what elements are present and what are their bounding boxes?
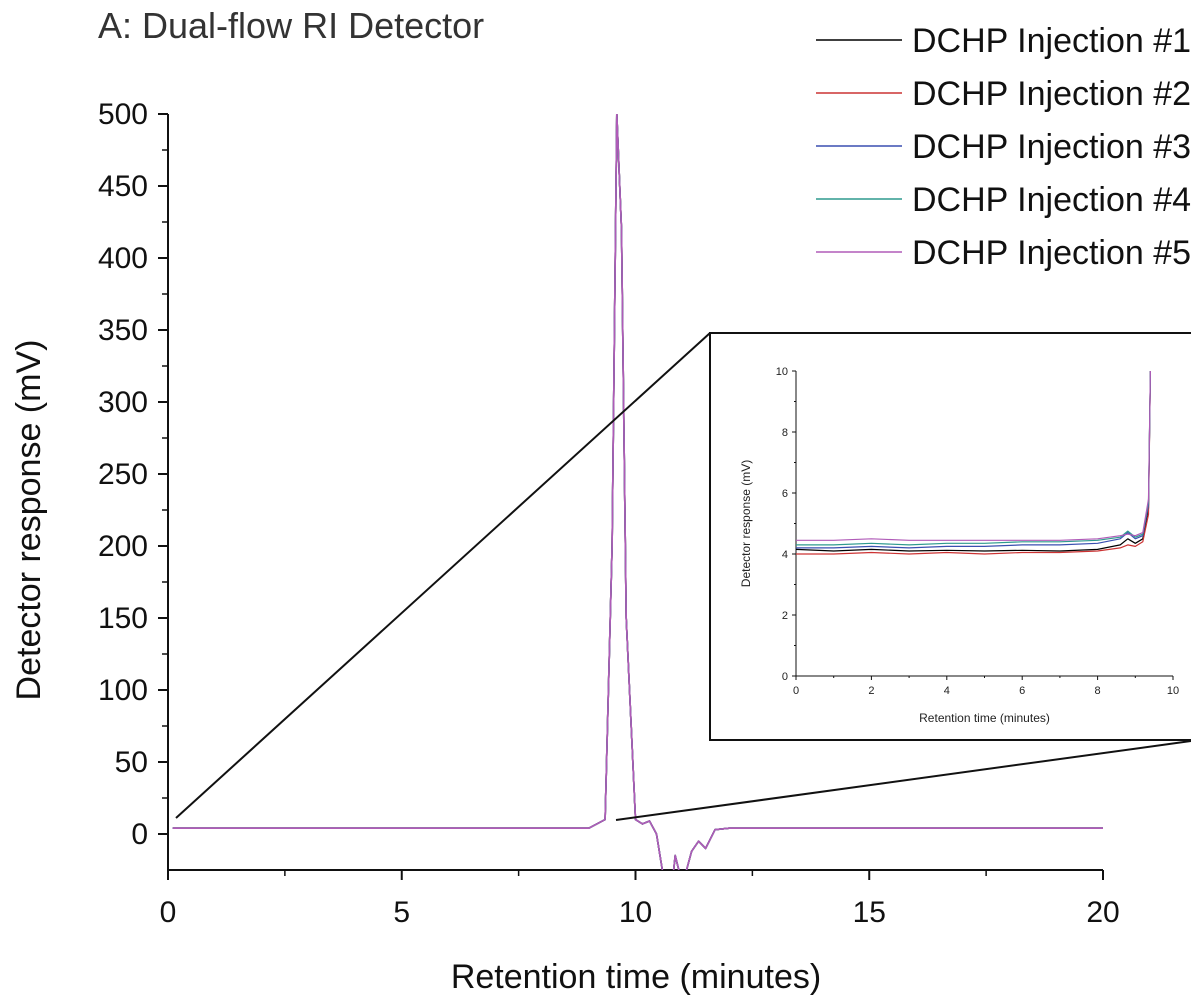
inset-y-axis-label: Detector response (mV) — [739, 460, 753, 587]
inset-y-tick-label: 4 — [782, 549, 788, 561]
inset-x-tick-label: 4 — [944, 685, 950, 697]
y-tick-label: 250 — [98, 458, 148, 491]
main-series-group — [172, 114, 1103, 870]
x-tick-label: 10 — [619, 896, 652, 929]
inset-x-tick-label: 0 — [793, 685, 799, 697]
y-tick-label: 500 — [98, 98, 148, 131]
y-tick-label: 300 — [98, 386, 148, 419]
inset-series-line-2 — [796, 370, 1151, 555]
y-tick-label: 450 — [98, 170, 148, 203]
zoom-connector-lower — [615, 740, 1191, 821]
zoom-connector-upper — [175, 332, 711, 819]
inset-x-tick-label: 10 — [1167, 685, 1179, 697]
legend-label-5: DCHP Injection #5 — [912, 234, 1191, 272]
inset-x-axis-label: Retention time (minutes) — [919, 711, 1050, 725]
x-tick-label: 0 — [160, 896, 177, 929]
series-line-5 — [172, 114, 1103, 870]
inset-series-line-4 — [796, 370, 1151, 546]
y-axis-label: Detector response (mV) — [10, 340, 48, 701]
inset-chart: 0 2 4 6 8 10 0 2 4 6 8 10 Retention time (minutes) De… — [709, 332, 1191, 741]
x-tick-label: 15 — [853, 896, 886, 929]
y-tick-label: 400 — [98, 242, 148, 275]
x-axis-label: Retention time (minutes) — [451, 958, 821, 996]
y-tick-label: 200 — [98, 530, 148, 563]
inset-series-line-5 — [796, 370, 1151, 541]
x-tick-label: 5 — [393, 896, 410, 929]
y-tick-label: 100 — [98, 674, 148, 707]
inset-y-tick-label: 8 — [782, 427, 788, 439]
inset-series-line-3 — [796, 370, 1151, 549]
inset-y-tick-label: 10 — [776, 366, 788, 378]
legend-label-3: DCHP Injection #3 — [912, 128, 1191, 166]
y-tick-label: 150 — [98, 602, 148, 635]
inset-x-tick-label: 8 — [1095, 685, 1101, 697]
zoom-connector-lines — [175, 332, 1191, 821]
inset-y-tick-label: 0 — [782, 671, 788, 683]
legend: DCHP Injection #1 DCHP Injection #2 DCHP I… — [816, 22, 1191, 272]
y-tick-label: 50 — [115, 746, 148, 779]
inset-y-tick-label: 6 — [782, 488, 788, 500]
inset-series-line-1 — [795, 370, 1151, 552]
legend-label-2: DCHP Injection #2 — [912, 75, 1191, 113]
legend-label-1: DCHP Injection #1 — [912, 22, 1191, 60]
legend-label-4: DCHP Injection #4 — [912, 181, 1191, 219]
inset-x-tick-label: 2 — [868, 685, 874, 697]
y-tick-label: 0 — [131, 818, 148, 851]
inset-y-tick-label: 2 — [782, 610, 788, 622]
inset-x-tick-label: 6 — [1019, 685, 1025, 697]
x-tick-label: 20 — [1086, 896, 1119, 929]
chart-title: A: Dual-flow RI Detector — [98, 5, 484, 46]
y-tick-label: 350 — [98, 314, 148, 347]
